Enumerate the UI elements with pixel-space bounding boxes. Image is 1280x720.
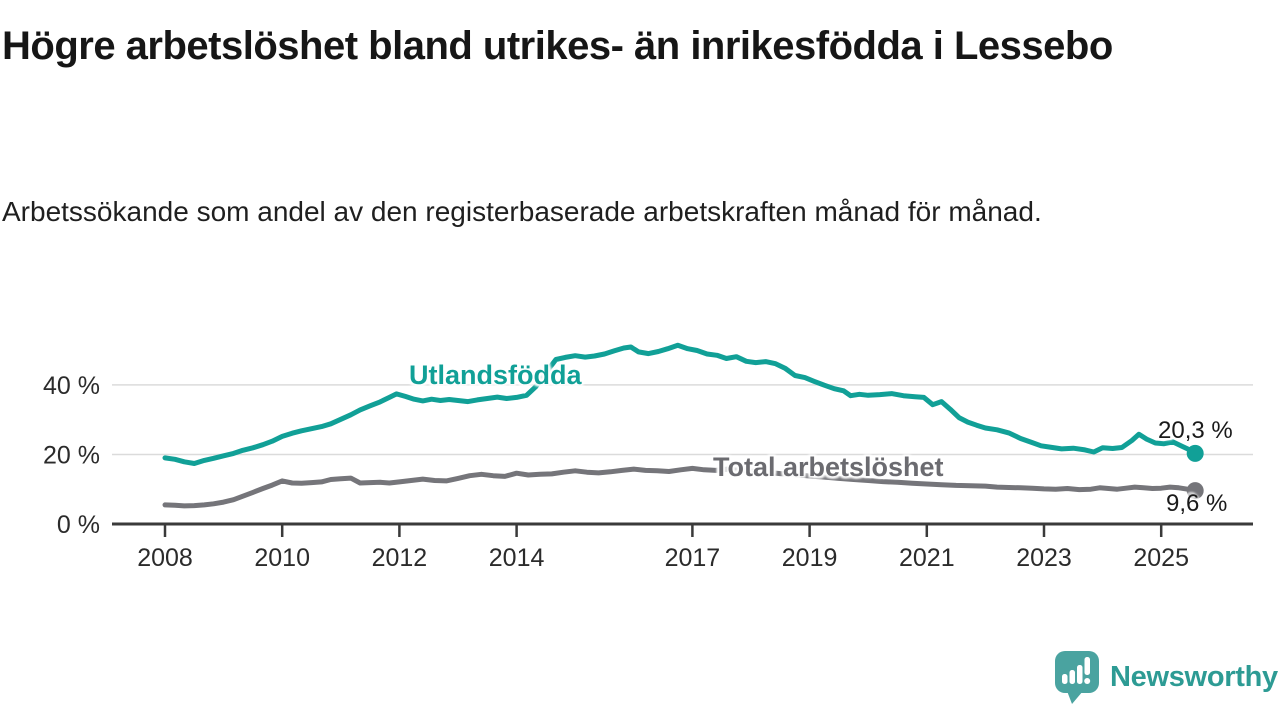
x-tick-label-2014: 2014	[489, 544, 545, 572]
x-tick-label-2010: 2010	[254, 544, 310, 572]
end-dot-total	[1186, 482, 1204, 500]
series-line-utlandsfodda	[162, 342, 1198, 466]
newsworthy-bar-chart-bubble-icon	[1055, 651, 1099, 704]
x-tick-label-2021: 2021	[899, 544, 955, 572]
series-line-total	[162, 465, 1198, 509]
series-label-utlandsfodda: Utlandsfödda	[409, 360, 582, 390]
chart-subtitle: Arbetssökande som andel av den registerb…	[2, 196, 1042, 227]
newsworthy-wordmark: Newsworthy	[1110, 660, 1278, 693]
newsworthy-logo: Newsworthy	[1054, 650, 1278, 704]
x-tick-label-2023: 2023	[1016, 544, 1072, 572]
end-value-label-total: 9,6 %	[1166, 490, 1228, 517]
x-tick-label-2025: 2025	[1133, 544, 1189, 572]
series-label-total-arbetsloshet: Total arbetslöshet	[713, 452, 944, 482]
x-tick-label-2017: 2017	[665, 544, 721, 572]
x-tick-label-2019: 2019	[782, 544, 838, 572]
x-tick-label-2008: 2008	[137, 544, 193, 572]
chart-title: Högre arbetslöshet bland utrikes- än inr…	[2, 24, 1113, 68]
y-tick-label-0: 0 %	[57, 511, 100, 539]
x-tick-label-2012: 2012	[372, 544, 428, 572]
y-tick-label-40: 40 %	[43, 372, 100, 400]
end-dot-utlandsfodda	[1186, 444, 1204, 462]
end-value-label-utlandsfodda: 20,3 %	[1158, 417, 1233, 444]
y-tick-label-20: 20 %	[43, 441, 100, 469]
